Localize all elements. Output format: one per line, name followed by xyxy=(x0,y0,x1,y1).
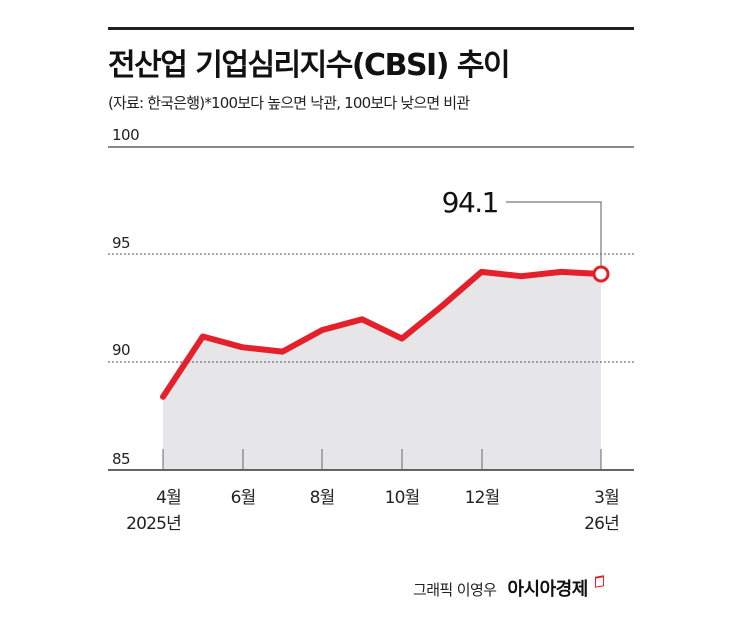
brand-logo-icon xyxy=(594,575,604,588)
y-tick-95: 95 xyxy=(112,234,130,252)
y-tick-85: 85 xyxy=(112,450,130,468)
top-rule xyxy=(108,27,634,30)
credit-line: 그래픽 이영우 아시아경제 xyxy=(413,575,604,601)
credit-graphic: 그래픽 이영우 xyxy=(413,581,497,599)
brand-name: 아시아경제 xyxy=(507,579,588,600)
y-tick-90: 90 xyxy=(112,341,130,359)
last-point-marker xyxy=(592,265,610,283)
area-fill xyxy=(163,271,601,470)
chart-title: 전산업 기업심리지수(CBSI) 추이 xyxy=(108,48,511,83)
x-tick-marks xyxy=(162,449,602,470)
x-tick-label-mar: 3월 xyxy=(594,488,619,508)
data-line xyxy=(160,268,604,400)
x-tick-label-dec: 12월 xyxy=(465,488,500,508)
x-tick-sublabel-26: 26년 xyxy=(584,514,619,534)
y-tick-100: 100 xyxy=(112,126,139,144)
x-tick-label-apr: 4월 xyxy=(156,488,181,508)
x-tick-label-aug: 8월 xyxy=(310,488,335,508)
x-tick-label-jun: 6월 xyxy=(231,488,256,508)
annotation-value-label: 94.1 xyxy=(442,186,498,219)
x-tick-sublabel-2025: 2025년 xyxy=(126,514,181,534)
x-tick-label-oct: 10월 xyxy=(385,488,420,508)
chart-subtitle: (자료: 한국은행)*100보다 높으면 낙관, 100보다 낮으면 비관 xyxy=(108,94,470,112)
annotation-leader-line xyxy=(506,201,602,266)
